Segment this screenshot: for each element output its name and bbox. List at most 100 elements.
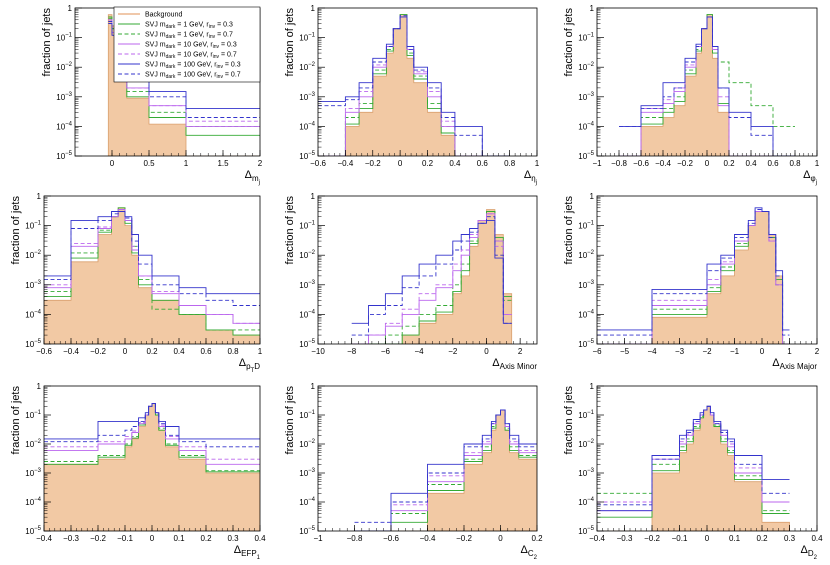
y-tick-exponent: −1 [308,221,316,227]
x-tick-label: −0.1 [672,534,688,543]
panel-6: 10−5 10−4 10−3 10−2 10−1 1 −6 −5 −4 −3 −2 −1 0 1 2 frac… [563,192,820,371]
x-tick-label: 0.2 [531,534,543,543]
legend-subscript: dark [166,74,176,80]
x-tick-label: 1 [815,159,820,168]
y-tick-exponent: −3 [65,92,73,98]
y-tick-label: 10−2 [25,250,41,260]
x-tick-label: −2 [448,347,458,356]
y-tick-exponent: −5 [65,151,73,157]
legend-box [113,6,261,83]
y-tick-exponent: −3 [587,92,595,98]
y-tick-label: 10−1 [299,221,315,231]
y-tick-exponent: −2 [34,439,42,445]
x-tick-label: 0.3 [227,534,239,543]
x-tick-label: −6 [592,347,602,356]
x-tick-label: 0 [705,159,710,168]
x-tick-label: 2 [518,347,523,356]
x-tick-label: −0.8 [347,534,363,543]
histogram-layer [619,14,795,156]
legend-subscript: inv [217,74,224,80]
y-tick-label: 1 [311,4,316,13]
legend-text: = 0.7 [219,52,237,59]
x-axis-label: Δηj [524,169,537,186]
histogram-series-3 [351,213,512,344]
y-tick-label: 1 [37,192,42,201]
y-tick-label: 1 [311,382,316,391]
y-tick-label: 10−1 [578,221,594,231]
x-tick-label: 0.6 [200,347,212,356]
x-tick-label: −0.2 [90,347,106,356]
legend-text: SVJ m [145,22,166,29]
histogram-series-6 [597,209,790,336]
y-tick-label: 10−3 [25,468,41,478]
legend-text: = 1 GeV, r [175,32,209,39]
x-tick-label: 0 [398,159,403,168]
y-tick-label: 10−2 [578,62,594,72]
histogram-layer [597,405,790,531]
y-tick-exponent: −1 [587,410,595,416]
x-label-delta: Δ [803,169,811,181]
x-label-subsubscript: 2 [814,555,818,561]
x-tick-label: −0.2 [90,534,106,543]
y-tick-label: 10−3 [299,280,315,290]
legend-text: = 0.3 [215,22,233,29]
y-tick-exponent: −4 [587,121,595,127]
y-tick-label: 10−5 [299,151,315,161]
legend-subscript: inv [217,64,224,70]
y-tick-label: 10−5 [299,526,315,536]
histogram-background [44,403,260,531]
histogram-series-6 [318,15,510,156]
y-tick-label: 10−5 [25,339,41,349]
y-tick-exponent: −1 [308,410,316,416]
x-label-subscript: m [252,174,259,183]
x-tick-label: 0.8 [504,159,516,168]
legend-text: SVJ m [145,62,166,69]
y-tick-label: 10−1 [299,410,315,420]
y-tick-label: 10−2 [299,62,315,72]
y-tick-exponent: −3 [34,280,42,286]
y-tick-label: 10−2 [578,250,594,260]
x-tick-label: −0.8 [611,159,627,168]
x-tick-label: −0.4 [337,159,353,168]
legend-text: SVJ m [145,42,166,49]
x-tick-label: −10 [311,347,325,356]
y-axis-label: fraction of jets [10,196,22,265]
x-tick-label: 2 [815,347,820,356]
y-tick-label: 10−4 [578,121,594,131]
y-tick-exponent: −2 [308,62,316,68]
legend-subscript: dark [166,24,176,30]
legend-entry: SVJ mdark = 1 GeV, rinv = 0.7 [145,32,233,41]
legend-subscript: inv [209,34,216,40]
legend-subscript: inv [209,24,216,30]
y-tick-exponent: −5 [587,526,595,532]
legend-entry: SVJ mdark = 100 GeV, rinv = 0.3 [145,62,241,71]
histogram-series-5 [318,16,510,156]
legend-text: SVJ m [145,52,166,59]
x-label-subscript: EFP [241,549,257,558]
y-tick-label: 10−2 [299,250,315,260]
y-tick-label: 1 [37,382,42,391]
x-tick-label: 0.8 [227,347,239,356]
x-tick-label: 0.5 [143,159,155,168]
histogram-layer [354,409,537,531]
x-tick-label: −0.2 [456,534,472,543]
y-axis-label: fraction of jets [284,386,296,455]
x-tick-label: 0.1 [173,534,185,543]
x-tick-label: −0.2 [644,534,660,543]
x-tick-label: 0.4 [254,534,266,543]
y-axis-label: fraction of jets [284,8,296,77]
histogram-series-5 [597,405,790,512]
x-tick-label: 2 [258,159,263,168]
x-label-delta: Δ [801,544,809,556]
legend-subscript: inv [213,44,220,50]
x-label-subsubscript: j [535,180,537,186]
x-tick-label: −1 [730,347,740,356]
x-tick-label: 0 [123,347,128,356]
y-axis-label: fraction of jets [10,386,22,455]
y-tick-label: 10−5 [299,339,315,349]
x-tick-label: −0.4 [63,347,79,356]
y-tick-label: 10−4 [299,121,315,131]
x-label-subscript: Axis Major [780,362,818,371]
